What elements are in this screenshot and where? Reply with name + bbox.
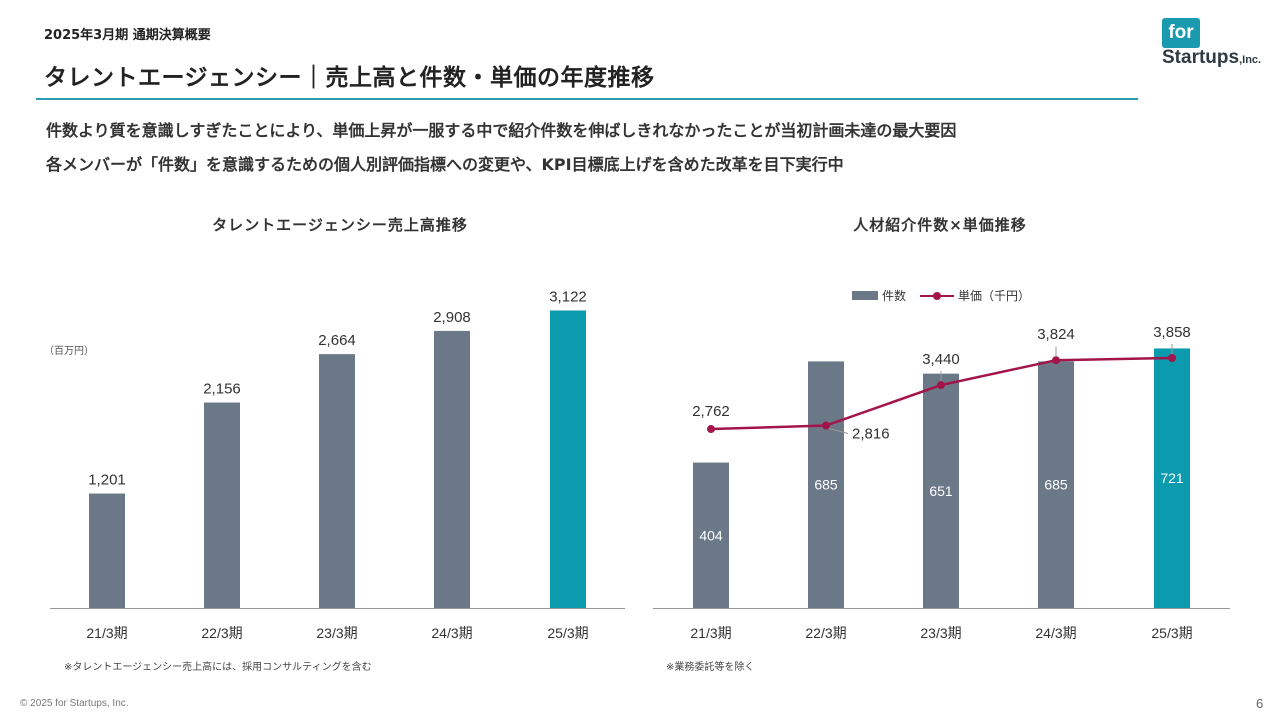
count-value-label: 685 [1044,477,1068,493]
revenue-unit-label: （百万円） [44,346,94,357]
revenue-category-label: 21/3期 [86,625,127,641]
revenue-bar [89,493,125,608]
count-category-label: 22/3期 [805,625,846,641]
count-value-label: 685 [814,477,838,493]
count-category-label: 23/3期 [920,625,961,641]
revenue-bar [204,402,240,608]
lead-text-2: 各メンバーが「件数」を意識するための個人別評価指標への変更や、KPI目標底上げを… [46,155,844,174]
legend-bar-swatch [852,291,878,300]
count-bar [923,373,959,608]
revenue-category-label: 22/3期 [201,625,242,641]
lead-text-1: 件数より質を意識しすぎたことにより、単価上昇が一服する中で紹介件数を伸ばしきれな… [46,121,957,140]
legend-label-price: 単価（千円） [958,289,1031,303]
unit-price-label: 2,816 [852,426,890,443]
legend-label-count: 件数 [882,289,907,303]
unit-price-point [707,425,715,434]
placement-chart-title: 人材紹介件数×単価推移 [853,216,1027,234]
revenue-value-label: 2,664 [318,332,356,349]
placement-chart-note: ※業務委託等を除く [666,662,755,673]
count-bar [808,361,844,608]
logo-wordmark: Startups,Inc. [1162,47,1262,68]
unit-price-leader [828,428,849,435]
revenue-bar [550,310,586,608]
unit-price-point [937,381,945,390]
revenue-value-label: 1,201 [88,472,126,489]
revenue-chart-title: タレントエージェンシー売上高推移 [212,216,468,234]
revenue-value-label: 2,156 [203,381,241,398]
count-bar [1038,361,1074,608]
revenue-bar [434,330,470,608]
unit-price-label: 2,762 [692,403,730,420]
revenue-value-label: 2,908 [433,309,471,326]
count-category-label: 21/3期 [690,625,731,641]
company-logo: for Startups,Inc. [1162,18,1272,78]
count-category-label: 25/3期 [1151,625,1192,641]
revenue-category-label: 23/3期 [316,625,357,641]
placement-chart-legend: 件数 単価（千円） [852,287,1030,304]
page-number: 6 [1256,696,1264,711]
title-underline [36,98,1138,100]
count-category-label: 24/3期 [1035,625,1076,641]
logo-mark: for [1162,18,1200,48]
unit-price-point [1168,354,1176,363]
count-bar [693,462,729,608]
count-bar [1154,348,1190,608]
count-value-label: 721 [1160,470,1184,486]
unit-price-label: 3,440 [922,351,960,368]
revenue-bar [319,354,355,608]
revenue-category-label: 24/3期 [431,625,472,641]
unit-price-label: 3,824 [1037,326,1075,343]
count-value-label: 404 [699,527,723,543]
count-value-label: 651 [929,483,953,499]
legend-line-swatch [920,291,955,301]
copyright: © 2025 for Startups, Inc. [20,698,129,709]
page-title: タレントエージェンシー｜売上高と件数・単価の年度推移 [44,65,655,91]
revenue-value-label: 3,122 [549,288,587,305]
unit-price-point [1052,356,1060,365]
revenue-chart-note: ※タレントエージェンシー売上高には、採用コンサルティングを含む [64,662,372,673]
period-label: 2025年3月期 通期決算概要 [44,28,211,43]
unit-price-point [822,421,830,430]
revenue-category-label: 25/3期 [547,625,588,641]
unit-price-label: 3,858 [1153,324,1191,341]
